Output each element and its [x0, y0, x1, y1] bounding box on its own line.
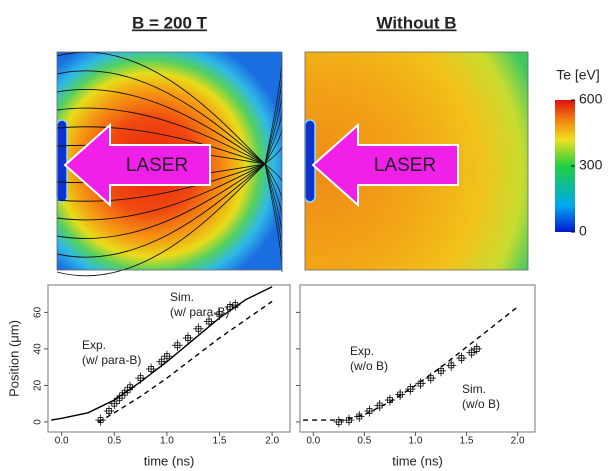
y-tick-label: 0: [33, 419, 44, 425]
annotation: Sim.: [462, 382, 486, 396]
panel-title: Without B: [376, 13, 456, 32]
figure: B = 200 T LASER Without B LASER Te [eV] 0 300 6…: [0, 0, 614, 471]
annotation: Sim.: [170, 290, 194, 304]
x-tick-label: 2.0: [511, 436, 525, 447]
page: B = 200 T LASER Without B LASER Te [eV] 0 300 6…: [0, 0, 614, 471]
annotation: (w/o B): [462, 397, 500, 411]
laser-label: LASER: [126, 155, 188, 176]
x-tick-label: 0.5: [357, 436, 371, 447]
panel-title: B = 200 T: [132, 13, 208, 32]
laser-label: LASER: [374, 155, 436, 176]
x-tick-label: 1.5: [460, 436, 474, 447]
target: [57, 120, 67, 202]
x-tick-label: 2.0: [265, 436, 279, 447]
y-tick-label: 40: [33, 343, 44, 355]
target: [305, 120, 315, 202]
annotation: (w/ para-B): [170, 305, 229, 319]
colorbar-tick-label: 300: [579, 157, 603, 173]
colorbar-title: Te [eV]: [556, 67, 600, 83]
colorbar-tick-label: 0: [579, 223, 587, 239]
colorbar-tick-label: 600: [579, 91, 603, 107]
x-tick-label: 1.5: [213, 436, 227, 447]
annotation: (w/ para-B): [82, 353, 141, 367]
x-tick-label: 0.0: [55, 436, 69, 447]
x-axis-title: time (ns): [144, 453, 195, 468]
y-tick-label: 20: [33, 379, 44, 391]
x-tick-label: 1.0: [409, 436, 423, 447]
x-tick-label: 0.5: [107, 436, 121, 447]
annotation: Exp.: [350, 344, 374, 358]
x-tick-label: 1.0: [160, 436, 174, 447]
y-axis-title: Position (μm): [6, 320, 21, 397]
y-tick-label: 60: [33, 306, 44, 318]
x-axis-title: time (ns): [392, 453, 443, 468]
annotation: (w/o B): [350, 359, 388, 373]
x-tick-label: 0.0: [306, 436, 320, 447]
annotation: Exp.: [82, 338, 106, 352]
